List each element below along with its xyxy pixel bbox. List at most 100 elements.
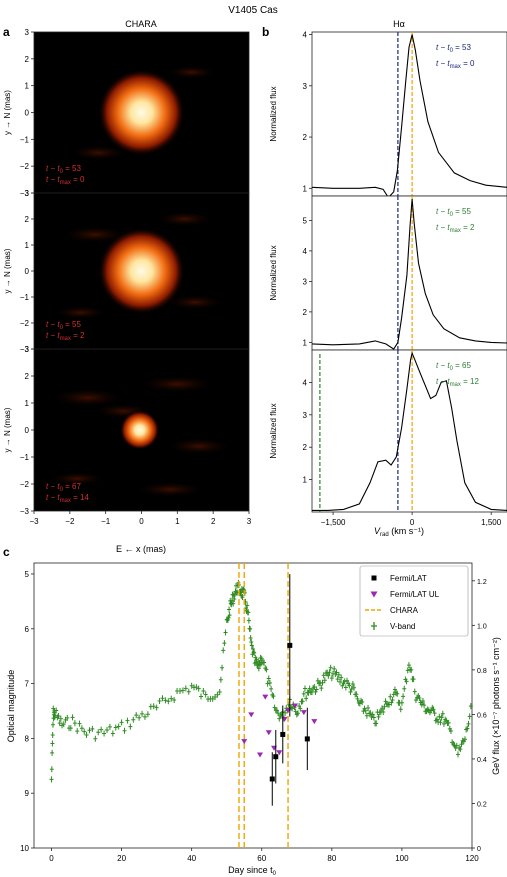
vband-point [354,691,359,698]
vband-point [251,646,255,653]
y-tick-label: 0 [25,426,30,435]
vband-point [199,693,204,700]
vband-point [266,675,271,682]
vband-point [328,664,333,671]
vband-point [411,676,416,683]
vband-point [462,736,467,743]
label-val: = 53 [453,43,472,52]
spectrum-ylabel: Normalized flux [269,86,278,141]
vband-point [232,596,237,603]
y-tick-label: 8 [25,734,30,743]
vband-point [326,672,331,679]
spectrum-frame [311,195,507,351]
vband-point [406,662,411,669]
y-tick-label: −3 [20,507,30,516]
fermi-ul-point [276,750,283,756]
label-sub: 0 [450,212,454,218]
vband-point [240,594,245,601]
label-sub: 0 [60,487,64,493]
vband-point [339,674,344,681]
vband-point [271,693,276,700]
vband-point [368,710,373,717]
panel-letter-c: c [3,545,10,559]
vband-point [417,695,422,702]
label-sub: 0 [450,366,454,372]
vband-point [441,720,446,727]
vband-point [61,721,66,728]
vband-point [374,720,379,727]
vband-point [329,675,334,682]
vband-point [295,710,300,717]
vband-point [448,728,453,735]
x-tick-label: 80 [327,854,336,863]
spectrum-line-2 [312,351,507,511]
fermi-ul-point [257,752,264,758]
vband-point [321,672,326,679]
vband-point [68,725,73,732]
vband-point [116,723,121,730]
vband-point [58,715,63,722]
legend-label: Fermi/LAT UL [390,590,440,599]
x-tick-label: 0 [410,518,415,527]
y-tick-label: 2 [303,443,308,452]
vband-point [220,664,225,671]
vband-point [466,720,471,727]
label-val: = 55 [453,207,472,216]
epoch-label-line1: t − t0 = 65 [436,361,471,372]
y2-tick-label: 1.0 [477,623,487,630]
vband-point [301,690,306,697]
vband-point [251,649,256,656]
vband-point [142,713,147,720]
vband-point [50,731,55,738]
legend-box [359,565,469,637]
vband-point [336,671,341,678]
heatmap-wisp [68,144,129,161]
label-sub: max [60,180,71,186]
vband-point [102,730,107,737]
vband-point [166,698,171,705]
spectrum-ylabel: Normalized flux [269,245,278,300]
epoch-label-line1: t − t0 = 55 [46,320,81,331]
vband-points [49,579,473,783]
heatmap-wisp [52,305,109,320]
panel-letter-b: b [262,25,269,39]
vband-point [221,647,226,654]
vband-point [409,666,414,673]
y-tick-label: 3 [25,345,30,354]
vband-point [50,749,55,756]
panel-c-xlabel: Day since t0 [228,865,277,877]
vband-point [163,697,168,704]
legend-label: Fermi/LAT [390,574,427,583]
vband-point [50,740,55,747]
vband-point [412,688,417,695]
spectrum-frame [311,349,507,513]
vband-point [160,695,165,702]
vband-point [157,698,162,705]
label-t: t − t [46,320,60,329]
vband-point [319,685,324,692]
vband-point [371,714,376,721]
x-tick-label: 0 [49,854,54,863]
vband-point [227,612,232,619]
vband-point [338,678,343,685]
vband-point [79,725,84,732]
y-tick-label: 6 [25,625,30,634]
legend-marker-square [371,575,377,581]
fermi-ul-point [241,739,248,745]
y2-tick-label: 0.8 [477,668,487,675]
vband-point [381,708,386,715]
label-sub: max [450,228,461,234]
vband-point [355,695,360,702]
vband-point [459,741,464,748]
vband-point [245,602,250,609]
heatmap-ylabel: y → N (mas) [3,90,12,135]
vband-point [342,678,347,685]
fermi-lat-point [273,754,279,760]
vband-point [210,695,215,702]
vband-point [399,699,404,706]
y-tick-label: 2 [25,372,30,381]
vband-point [440,710,445,717]
vband-point [277,715,282,722]
vband-point [302,685,307,692]
